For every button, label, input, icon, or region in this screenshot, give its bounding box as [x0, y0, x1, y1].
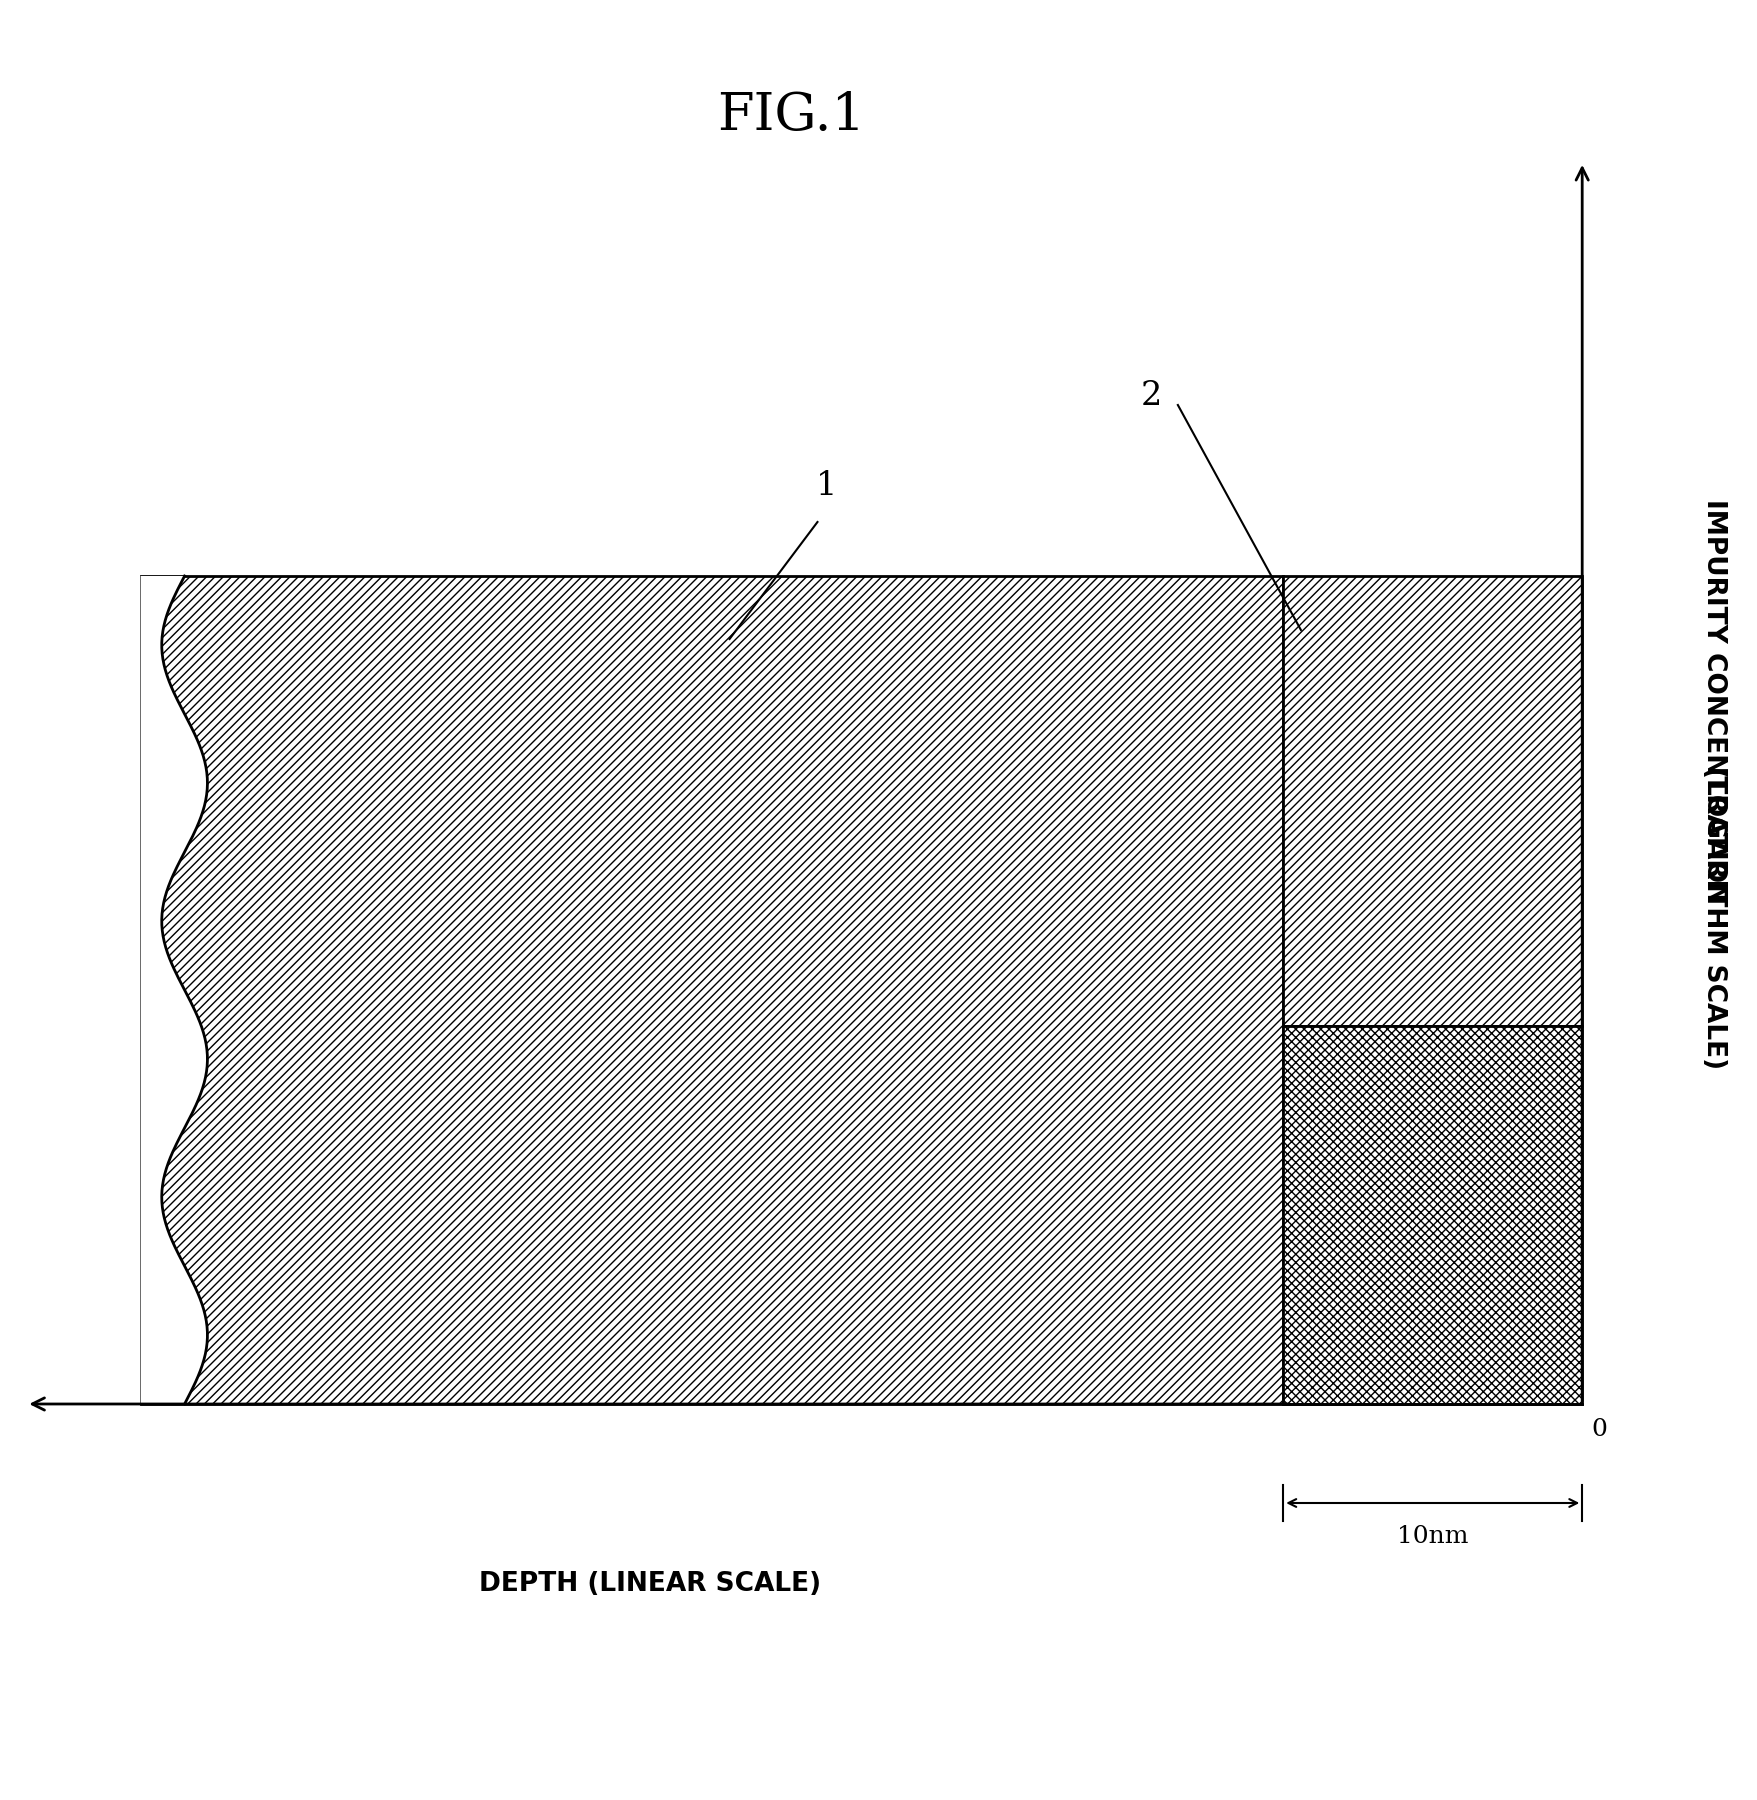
Text: 1: 1	[815, 470, 836, 502]
Text: 10nm: 10nm	[1397, 1525, 1467, 1548]
Text: (LOGARITHM SCALE): (LOGARITHM SCALE)	[1701, 767, 1725, 1069]
Text: IMPURITY CONCENTRATION: IMPURITY CONCENTRATION	[1701, 499, 1725, 905]
Text: 2: 2	[1140, 380, 1161, 412]
Bar	[1283, 1026, 1581, 1404]
Bar	[1283, 576, 1581, 1026]
Text: DEPTH (LINEAR SCALE): DEPTH (LINEAR SCALE)	[480, 1571, 821, 1597]
Text: 0: 0	[1590, 1418, 1606, 1442]
Polygon shape	[141, 576, 207, 1404]
Text: FIG.1: FIG.1	[717, 90, 864, 140]
Bar	[141, 576, 1283, 1404]
